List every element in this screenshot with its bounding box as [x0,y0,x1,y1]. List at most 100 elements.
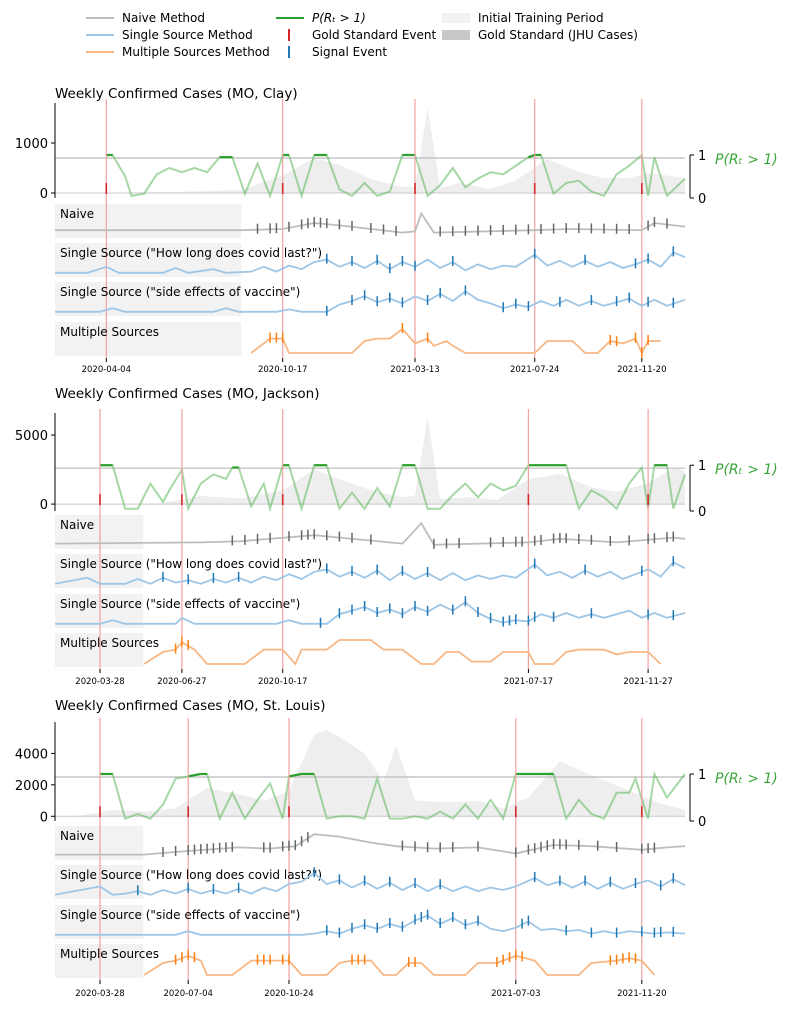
y-tick-label: 2000 [15,779,48,794]
training-period [55,633,144,667]
legend-prt-label: P(Rₜ > 1) [312,11,366,25]
legend-training: Initial Training Period [442,10,604,26]
track-label: Single Source ("side effects of vaccine"… [60,285,300,299]
track-label: Single Source ("side effects of vaccine"… [60,908,300,922]
date-label: 2020-03-28 [75,989,124,999]
training-period [55,282,242,316]
legend-naive-swatch [86,10,114,26]
chart-title: Weekly Confirmed Cases (MO, Jackson) [55,386,320,402]
legend-signal-event-label: Signal Event [312,45,388,59]
legend-multiple-swatch [86,44,114,60]
date-label: 2020-03-28 [75,677,124,687]
date-label: 2021-07-24 [510,365,559,375]
track-line [54,521,686,546]
track-line [55,601,686,625]
legend-single-label: Single Source Method [122,28,253,42]
y-tick-label: 5000 [15,429,48,444]
prt-axis-label: P(Rₜ > 1) [715,152,778,168]
legend: Naive Method Single Source Method Multip… [86,10,726,70]
prt-line [100,464,686,513]
prt-tick-label: 1 [698,768,706,783]
cases-area [75,729,685,817]
date-label: 2021-11-20 [617,365,666,375]
legend-gold-cases-label: Gold Standard (JHU Cases) [478,28,638,42]
legend-prt-swatch [276,10,304,26]
track-label: Single Source ("How long does covid last… [60,868,322,882]
date-label: 2021-07-17 [504,677,553,687]
track-line [55,251,686,274]
date-label: 2021-03-13 [390,365,439,375]
track-line [55,833,686,856]
legend-signal-event-swatch [276,44,304,60]
legend-single: Single Source Method [86,27,253,43]
prt-axis-label: P(Rₜ > 1) [715,462,778,478]
prt-tick-label: 0 [698,192,706,207]
date-label: 2020-10-17 [258,365,307,375]
prt-high-segment [187,772,202,778]
prt-tick-label: 1 [698,149,706,164]
prt-axis-label: P(Rₜ > 1) [715,771,778,787]
chart-title: Weekly Confirmed Cases (MO, St. Louis) [55,698,325,714]
training-period [55,905,144,939]
track-label: Single Source ("How long does covid last… [60,246,322,260]
training-period [55,204,242,238]
cases-area [75,417,685,505]
y-tick-label: 0 [40,187,48,202]
y-tick-label: 4000 [15,747,48,762]
date-label: 2020-10-17 [258,677,307,687]
chart-panel-3: Weekly Confirmed Cases (MO, St. Louis) 0 2… [15,698,778,999]
training-period [55,944,144,978]
prt-high-segment [528,153,536,159]
legend-gold-event: Gold Standard Event [276,27,436,43]
track-line [143,639,662,666]
date-label: 2021-11-20 [617,989,666,999]
date-label: 2020-06-27 [157,677,206,687]
chart-panel-1: Weekly Confirmed Cases (MO, Clay) 0 1000 1 0… [15,86,778,375]
prt-high-segment [288,772,302,778]
y-tick-label: 0 [40,810,48,825]
prt-tick-label: 0 [698,505,706,520]
legend-prt: P(Rₜ > 1) [276,10,366,26]
legend-gold-event-label: Gold Standard Event [312,28,437,42]
date-label: 2021-11-27 [623,677,672,687]
track-label: Naive [60,207,94,221]
legend-training-swatch [442,10,470,26]
track-line [143,954,656,976]
chart-title: Weekly Confirmed Cases (MO, Clay) [55,86,298,102]
y-tick-label: 1000 [15,137,48,152]
cases-area [75,108,685,193]
date-label: 2020-07-04 [163,989,212,999]
track-label: Multiple Sources [60,636,159,650]
track-line [54,561,686,585]
legend-training-label: Initial Training Period [478,11,604,25]
track-label: Single Source ("side effects of vaccine"… [60,597,300,611]
legend-naive-label: Naive Method [122,11,205,25]
chart-panel-2: Weekly Confirmed Cases (MO, Jackson) 0 500… [15,386,778,687]
legend-single-swatch [86,27,114,43]
date-label: 2020-04-04 [82,365,131,375]
date-label: 2021-07-03 [491,989,540,999]
legend-signal-event: Signal Event [276,44,387,60]
y-tick-label: 0 [40,498,48,513]
legend-gold-event-swatch [276,27,304,43]
training-period [55,594,144,628]
prt-line [106,153,686,200]
track-label: Single Source ("How long does covid last… [60,557,322,571]
track-line [250,327,661,356]
track-label: Naive [60,829,94,843]
training-period [55,243,242,277]
track-label: Naive [60,518,94,532]
legend-naive: Naive Method [86,10,205,26]
track-label: Multiple Sources [60,325,159,339]
prt-tick-label: 1 [698,459,706,474]
legend-gold-cases-swatch [442,27,470,43]
legend-multiple: Multiple Sources Method [86,44,270,60]
training-period [55,322,242,356]
prt-tick-label: 0 [698,815,706,830]
legend-gold-cases: Gold Standard (JHU Cases) [442,27,638,43]
date-label: 2020-10-24 [264,989,313,999]
legend-multiple-label: Multiple Sources Method [122,45,270,59]
track-label: Multiple Sources [60,947,159,961]
track-line [54,872,686,896]
